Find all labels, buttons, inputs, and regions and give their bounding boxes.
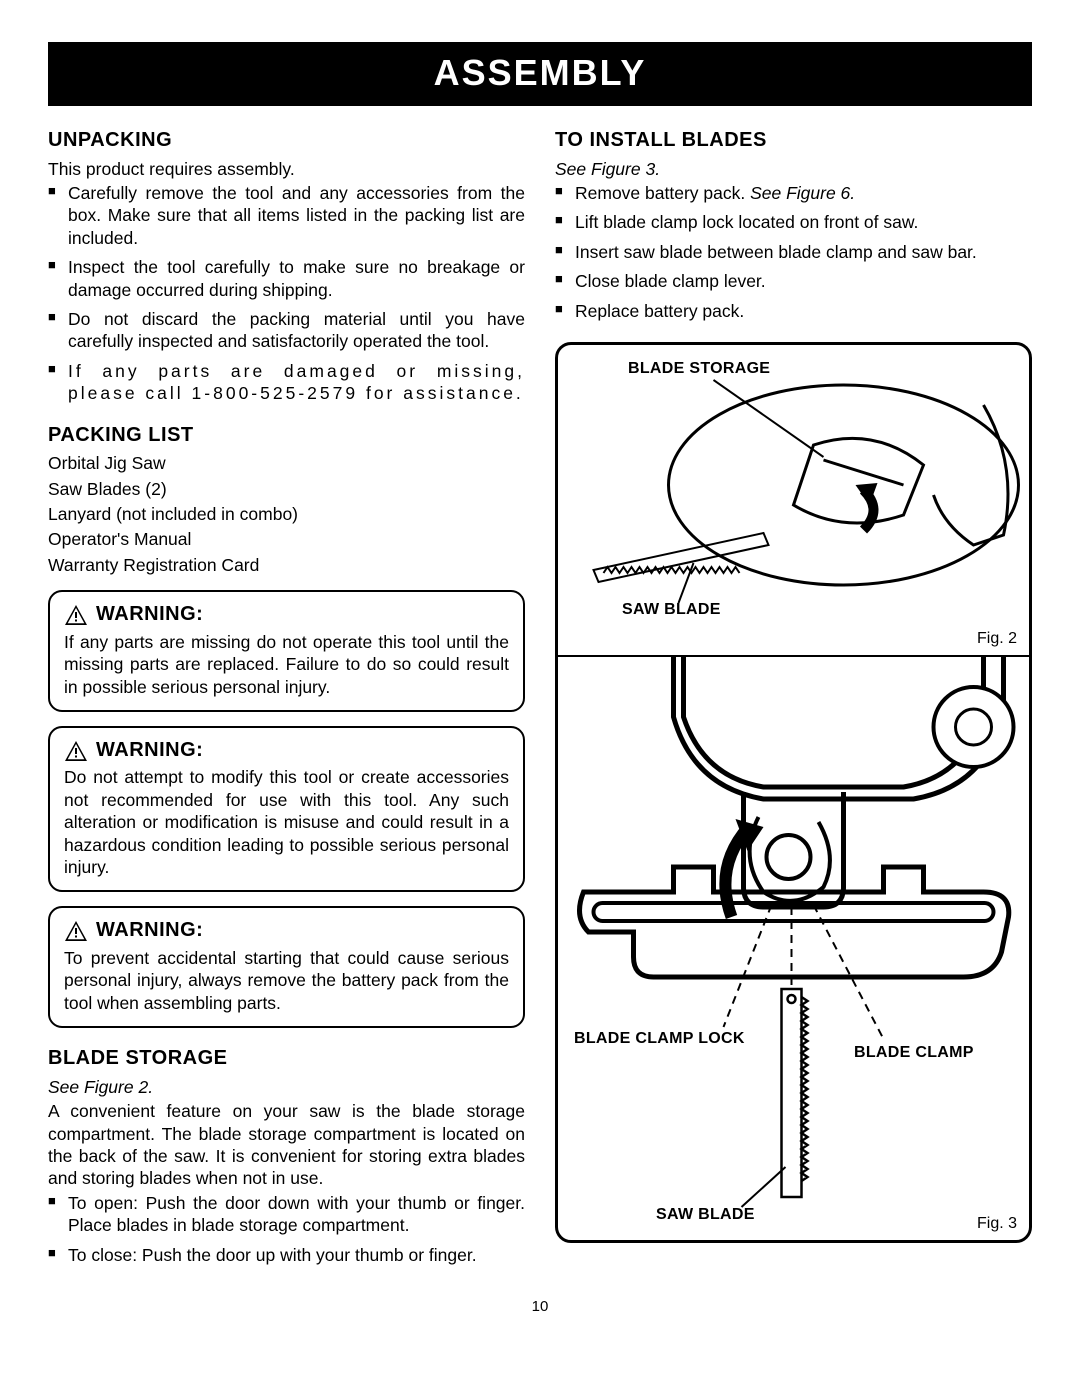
warning-header: WARNING: xyxy=(64,918,509,944)
install-bullet: Insert saw blade between blade clamp and… xyxy=(555,241,1032,263)
figure-container: BLADE STORAGE SAW BLADE Fig. 2 xyxy=(555,342,1032,1243)
left-column: UNPACKING This product requires assembly… xyxy=(48,128,525,1273)
fig3-label-saw-blade: SAW BLADE xyxy=(656,1205,755,1225)
install-blades-see: See Figure 3. xyxy=(555,158,1032,180)
unpacking-intro: This product requires assembly. xyxy=(48,158,525,180)
warning-body: Do not attempt to modify this tool or cr… xyxy=(64,766,509,878)
warning-box: WARNING:Do not attempt to modify this to… xyxy=(48,726,525,893)
fig2-caption: Fig. 2 xyxy=(977,629,1017,649)
unpacking-bullet: Inspect the tool carefully to make sure … xyxy=(48,256,525,301)
warning-box: WARNING: If any parts are missing do not … xyxy=(48,590,525,712)
packing-list-head: PACKING LIST xyxy=(48,423,525,449)
install-blades-head: TO INSTALL BLADES xyxy=(555,128,1032,154)
warning-box: WARNING: To prevent accidental starting t… xyxy=(48,906,525,1028)
blade-storage-see: See Figure 2. xyxy=(48,1076,525,1098)
unpacking-bullets: Carefully remove the tool and any access… xyxy=(48,182,525,405)
warning-header: WARNING: xyxy=(64,602,509,628)
install-bullet: Replace battery pack. xyxy=(555,300,1032,322)
figure-2: BLADE STORAGE SAW BLADE Fig. 2 xyxy=(558,345,1029,655)
fig3-label-blade-clamp: BLADE CLAMP xyxy=(854,1043,974,1063)
warning-icon xyxy=(64,740,88,762)
unpacking-bullet: Carefully remove the tool and any access… xyxy=(48,182,525,249)
fig2-label-blade-storage: BLADE STORAGE xyxy=(628,359,770,379)
warning-icon xyxy=(64,920,88,942)
packing-list-items: Orbital Jig Saw Saw Blades (2) Lanyard (no… xyxy=(48,452,525,576)
unpacking-bullet: If any parts are damaged or missing, ple… xyxy=(48,360,525,405)
install-blades-bullets: Remove battery pack. See Figure 6. Lift b… xyxy=(555,182,1032,322)
blade-storage-bullets: To open: Push the door down with your th… xyxy=(48,1192,525,1266)
warning-title: WARNING: xyxy=(96,738,203,764)
unpacking-bullet: Do not discard the packing material unti… xyxy=(48,308,525,353)
warning-title: WARNING: xyxy=(96,602,203,628)
two-column-layout: UNPACKING This product requires assembly… xyxy=(48,128,1032,1273)
warning-title: WARNING: xyxy=(96,918,203,944)
blade-storage-head: BLADE STORAGE xyxy=(48,1046,525,1072)
fig2-label-saw-blade: SAW BLADE xyxy=(622,600,721,620)
packing-list-item: Saw Blades (2) xyxy=(48,478,525,500)
figure-3: BLADE CLAMP LOCK BLADE CLAMP SAW BLADE F… xyxy=(558,655,1029,1240)
install-bullet: Lift blade clamp lock located on front o… xyxy=(555,211,1032,233)
blade-storage-bullet: To close: Push the door up with your thu… xyxy=(48,1244,525,1266)
install-bullet: Remove battery pack. See Figure 6. xyxy=(555,182,1032,204)
blade-storage-bullet: To open: Push the door down with your th… xyxy=(48,1192,525,1237)
warning-icon xyxy=(64,604,88,626)
fig3-label-blade-clamp-lock: BLADE CLAMP LOCK xyxy=(574,1029,745,1049)
page-number: 10 xyxy=(48,1297,1032,1316)
packing-list-item: Orbital Jig Saw xyxy=(48,452,525,474)
packing-list-item: Lanyard (not included in combo) xyxy=(48,503,525,525)
warning-header: WARNING: xyxy=(64,738,509,764)
fig3-caption: Fig. 3 xyxy=(977,1214,1017,1234)
install-bullet: Close blade clamp lever. xyxy=(555,270,1032,292)
warning-body: To prevent accidental starting that coul… xyxy=(64,947,509,1014)
unpacking-head: UNPACKING xyxy=(48,128,525,154)
figure-3-svg xyxy=(558,657,1029,1242)
assembly-banner: ASSEMBLY xyxy=(48,42,1032,106)
warning-body: If any parts are missing do not operate … xyxy=(64,631,509,698)
right-column: TO INSTALL BLADES See Figure 3. Remove b… xyxy=(555,128,1032,1273)
blade-storage-para: A convenient feature on your saw is the … xyxy=(48,1100,525,1190)
packing-list-item: Warranty Registration Card xyxy=(48,554,525,576)
packing-list-item: Operator's Manual xyxy=(48,528,525,550)
